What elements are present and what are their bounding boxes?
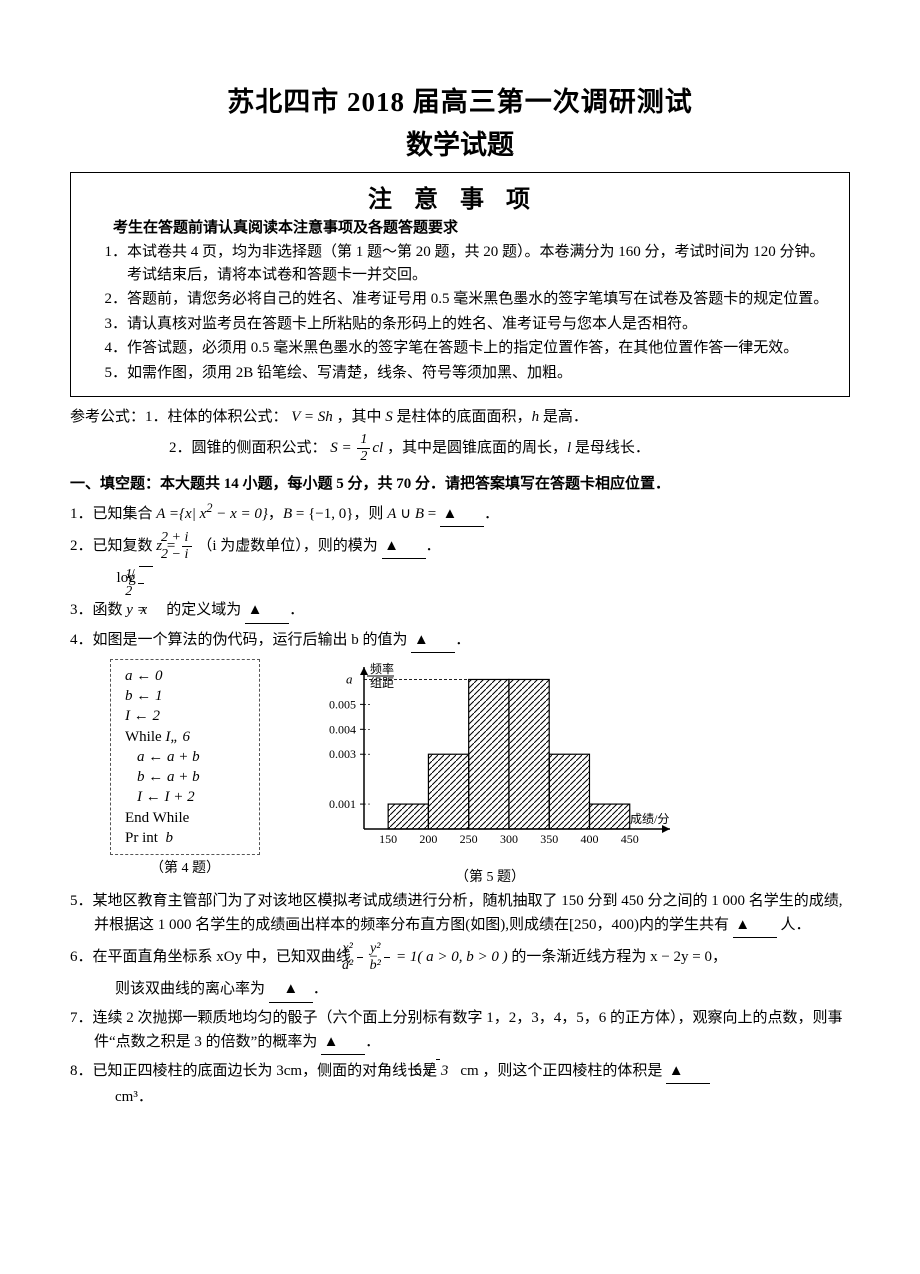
answer-blank: ▲ (733, 913, 777, 938)
q7-text: 7．连续 2 次抛掷一颗质地均匀的骰子（六个面上分别标有数字 1，2，3，4，5… (70, 1010, 843, 1050)
q6-post: 则该双曲线的离心率为 (115, 981, 265, 997)
q8-sqrt: 5 (448, 1059, 460, 1083)
question-7: 7．连续 2 次抛掷一颗质地均匀的骰子（六个面上分别标有数字 1，2，3，4，5… (70, 1007, 850, 1056)
code-line: Pr int b (125, 828, 245, 848)
code-line: a ← a + b (125, 747, 245, 767)
svg-text:a: a (346, 671, 353, 686)
q6-pre: 6．在平面直角坐标系 xOy 中，已知双曲线 (70, 949, 355, 965)
question-6-line2: 则该双曲线的离心率为 ▲． (70, 977, 850, 1002)
q8-pre: 8．已知正四棱柱的底面边长为 3cm，侧面的对角线长是 (70, 1063, 441, 1079)
svg-text:频率: 频率 (370, 661, 394, 676)
answer-blank: ▲ (245, 598, 289, 623)
q6-frac1: x²a² (357, 942, 363, 973)
svg-text:250: 250 (460, 832, 478, 846)
q1-set: A ={x| x2 − x = 0} (156, 506, 268, 522)
caption-5: （第 5 题） (300, 866, 680, 886)
formula-1: 参考公式：1．柱体的体积公式： V = Sh ，其中 S 是柱体的底面面积，h … (70, 405, 850, 429)
answer-blank: ▲ (321, 1030, 365, 1055)
formula-1-pre: 参考公式：1．柱体的体积公式： (70, 409, 288, 425)
histogram-svg: 频率组距 a 0.005 0.004 0.003 0.001 150 200 250 300 350… (300, 659, 680, 859)
formula-1-eq: V = Sh (291, 409, 333, 425)
q3-sqrt: log12 x (151, 566, 163, 622)
svg-text:组距: 组距 (370, 676, 394, 690)
svg-text:0.001: 0.001 (329, 797, 356, 811)
code-line: End While (125, 810, 189, 826)
q5-tail: 人． (780, 917, 810, 933)
formula-1-post: ，其中 S 是柱体的底面面积，h 是高． (337, 409, 588, 425)
question-3: 3．函数 y = log12 x 的定义域为 ▲． (70, 566, 850, 623)
code-line: b ← a + b (125, 767, 245, 787)
notice-subheading: 考生在答题前请认真阅读本注意事项及各题答题要求 (113, 216, 835, 237)
formula-2-rhs: cl (372, 440, 383, 456)
notice-heading: 注意事项 (85, 179, 835, 214)
figure-5-wrap: 频率组距 a 0.005 0.004 0.003 0.001 150 200 250 300 350… (300, 659, 680, 886)
svg-text:300: 300 (500, 832, 518, 846)
formula-2-post: ，其中是圆锥底面的周长，l 是母线长． (387, 440, 650, 456)
answer-blank: ▲ (666, 1059, 710, 1084)
question-8-line2: cm³． (70, 1086, 850, 1109)
notice-item-2: 2．答题前，请您务必将自己的姓名、准考证号用 0.5 毫米黑色墨水的签字笔填写在… (85, 288, 835, 311)
svg-text:150: 150 (379, 832, 397, 846)
formula-2-lhs: S = (330, 440, 351, 456)
q3-pre: 3．函数 (70, 602, 126, 618)
notice-item-5: 5．如需作图，须用 2B 铅笔绘、写清楚，线条、符号等须加黑、加粗。 (85, 362, 835, 385)
q2-pre: 2．已知复数 (70, 538, 156, 554)
formula-2-pre: 2．圆锥的侧面积公式： (169, 440, 327, 456)
pseudocode-box: a ← 0 b ← 1 I ← 2 While I„ 6 a ← a + b b… (110, 659, 260, 855)
title-line-1: 苏北四市 2018 届高三第一次调研测试 (70, 80, 850, 119)
notice-box: 注意事项 考生在答题前请认真阅读本注意事项及各题答题要求 1．本试卷共 4 页，… (70, 172, 850, 397)
figure-row: a ← 0 b ← 1 I ← 2 While I„ 6 a ← a + b b… (110, 659, 850, 886)
svg-text:400: 400 (580, 832, 598, 846)
svg-text:450: 450 (621, 832, 639, 846)
title-line-2: 数学试题 (70, 123, 850, 162)
svg-text:0.003: 0.003 (329, 747, 356, 761)
code-line: a ← 0 (125, 666, 245, 686)
q6-frac2: y²b² (384, 942, 390, 973)
q8-mid: ，则这个正四棱柱的体积是 (482, 1063, 662, 1079)
q6-mid: 的一条渐近线方程为 x − 2y = 0， (511, 949, 727, 965)
question-8: 8．已知正四棱柱的底面边长为 3cm，侧面的对角线长是 35cm ，则这个正四棱… (70, 1059, 850, 1084)
answer-blank: ▲ (440, 502, 484, 527)
figure-4-wrap: a ← 0 b ← 1 I ← 2 While I„ 6 a ← a + b b… (110, 659, 260, 877)
exam-page: 苏北四市 2018 届高三第一次调研测试 数学试题 注意事项 考生在答题前请认真… (0, 0, 920, 1274)
q8-tail: cm³． (115, 1089, 153, 1105)
code-line: I ← 2 (125, 706, 245, 726)
q2-frac: 2 + i 2 − i (182, 531, 192, 562)
notice-item-1: 1．本试卷共 4 页，均为非选择题（第 1 题～第 20 题，共 20 题）。本… (85, 241, 835, 286)
question-2: 2．已知复数 z = 2 + i 2 − i （i 为虚数单位），则的模为 ▲． (70, 531, 850, 562)
formula-2: 2．圆锥的侧面积公式： S = 1 2 cl ，其中是圆锥底面的周长，l 是母线… (70, 433, 850, 464)
caption-4: （第 4 题） (110, 857, 260, 877)
svg-text:0.004: 0.004 (329, 722, 356, 736)
section-1-heading: 一、填空题：本大题共 14 小题，每小题 5 分，共 70 分．请把答案填写在答… (70, 472, 850, 493)
notice-item-3: 3．请认真核对监考员在答题卡上所粘贴的条形码上的姓名、准考证号与您本人是否相符。 (85, 313, 835, 336)
q3-post: 的定义域为 (166, 602, 241, 618)
question-6: 6．在平面直角坐标系 xOy 中，已知双曲线 x²a² − y²b² = 1( … (70, 942, 850, 973)
answer-blank: ▲ (411, 628, 455, 653)
code-line: While I„ 6 (125, 727, 245, 747)
q4-text: 4．如图是一个算法的伪代码，运行后输出 b 的值为 (70, 632, 408, 648)
answer-blank: ▲ (269, 977, 313, 1002)
code-line: b ← 1 (125, 686, 245, 706)
svg-text:0.005: 0.005 (329, 697, 356, 711)
svg-text:200: 200 (419, 832, 437, 846)
question-5: 5．某地区教育主管部门为了对该地区模拟考试成绩进行分析，随机抽取了 150 分到… (70, 890, 850, 939)
formula-2-frac: 1 2 (357, 433, 370, 464)
q1-pre: 1．已知集合 (70, 506, 156, 522)
svg-text:成绩/分: 成绩/分 (630, 812, 669, 826)
answer-blank: ▲ (382, 534, 426, 559)
question-4: 4．如图是一个算法的伪代码，运行后输出 b 的值为 ▲． (70, 628, 850, 653)
q2-post: （i 为虚数单位），则的模为 (197, 538, 377, 554)
code-line: I ← I + 2 (125, 787, 245, 807)
svg-text:350: 350 (540, 832, 558, 846)
frac-d: 2 (357, 449, 370, 464)
notice-item-4: 4．作答试题，必须用 0.5 毫米黑色墨水的签字笔在答题卡上的指定位置作答，在其… (85, 337, 835, 360)
question-1: 1．已知集合 A ={x| x2 − x = 0}，B = {−1, 0}，则 … (70, 499, 850, 527)
q5-text: 5．某地区教育主管部门为了对该地区模拟考试成绩进行分析，随机抽取了 150 分到… (70, 893, 843, 933)
q1-mid: ，B = {−1, 0}，则 A ∪ B = (268, 506, 440, 522)
frac-n: 1 (357, 433, 370, 449)
